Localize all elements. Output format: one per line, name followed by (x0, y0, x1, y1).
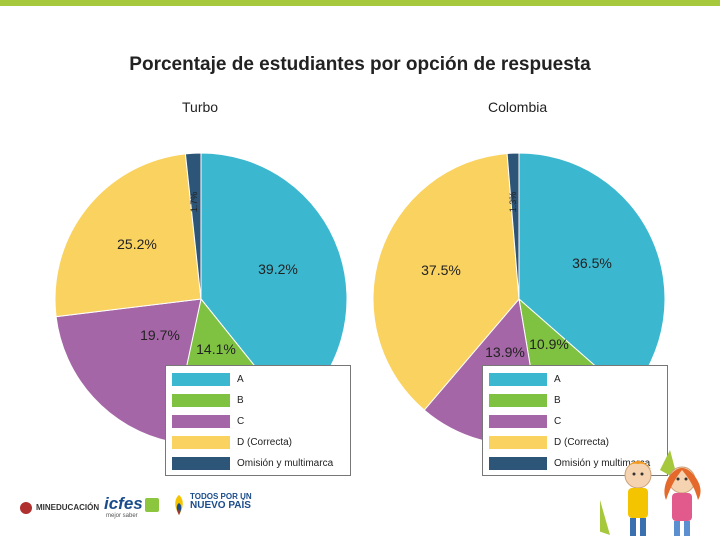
legend-item: C (166, 411, 350, 432)
legend-turbo: A B C D (Correcta) Omisión y multimarca (165, 365, 351, 476)
children-illustration (600, 450, 701, 536)
pie-slice (506, 152, 520, 300)
legend-label: D (Correcta) (237, 437, 293, 448)
legend-label: A (554, 374, 561, 385)
legend-swatch (489, 436, 547, 449)
legend-swatch (489, 373, 547, 386)
legend-item: D (Correcta) (166, 432, 350, 453)
pie-slice (184, 152, 202, 300)
slice-value-label: 37.5% (421, 262, 461, 278)
legend-item: D (Correcta) (483, 432, 667, 453)
seal-icon (20, 502, 32, 514)
icfes-logo: icfes (104, 494, 159, 514)
slice-value-label: 13.9% (485, 344, 525, 360)
legend-swatch (489, 415, 547, 428)
pie-slice (55, 298, 202, 443)
legend-swatch (172, 394, 230, 407)
pie-slice (54, 153, 202, 318)
legend-colombia: A B C D (Correcta) Omisión y multimarca (482, 365, 668, 476)
legend-item: A (483, 369, 667, 390)
legend-label: A (237, 374, 244, 385)
slice-value-label: 25.2% (117, 236, 157, 252)
legend-item: C (483, 411, 667, 432)
chart-title-colombia: Colombia (488, 99, 548, 115)
legend-swatch (172, 436, 230, 449)
chart-title-turbo: Turbo (182, 99, 219, 115)
check-icon (144, 497, 159, 512)
slice-value-label: 39.2% (258, 261, 298, 277)
icfes-tagline: mejor saber (106, 513, 138, 519)
legend-label: Omisión y multimarca (554, 458, 651, 469)
mineducacion-logo: MINEDUCACIÓN (20, 502, 99, 514)
legend-label: D (Correcta) (554, 437, 610, 448)
legend-item: A (166, 369, 350, 390)
legend-swatch (489, 394, 547, 407)
colombia-flag-icon (175, 495, 183, 515)
legend-label: Omisión y multimarca (237, 458, 334, 469)
page-title: Porcentaje de estudiantes por opción de … (129, 54, 591, 75)
legend-label: B (554, 395, 561, 406)
todos-por-un-nuevo-pais-logo: TODOS POR UN NUEVO PAÍS (190, 492, 252, 511)
legend-swatch (172, 373, 230, 386)
legend-swatch (489, 457, 547, 470)
footer-logos: MINEDUCACIÓN icfes mejor saber TODOS POR… (0, 480, 720, 540)
pie-slice (518, 152, 666, 397)
legend-label: C (554, 416, 562, 427)
legend-item: Omisión y multimarca (166, 453, 350, 474)
pie-slice (372, 152, 520, 411)
legend-item: B (483, 390, 667, 411)
legend-item: Omisión y multimarca (483, 453, 667, 474)
legend-swatch (172, 415, 230, 428)
legend-swatch (172, 457, 230, 470)
slice-value-label: 19.7% (140, 327, 180, 343)
top-accent-band (0, 0, 720, 6)
slice-value-label: 36.5% (572, 255, 612, 271)
legend-item: B (166, 390, 350, 411)
slice-value-label: 1.3% (508, 192, 518, 213)
legend-label: C (237, 416, 245, 427)
slice-value-label: 1.7% (189, 192, 199, 213)
legend-label: B (237, 395, 244, 406)
pie-chart-turbo: 39.2% 14.1% 19.7% 25.2% 1.7% (54, 152, 348, 446)
slice-value-label: 10.9% (529, 336, 569, 352)
slice-value-label: 14.1% (196, 341, 236, 357)
